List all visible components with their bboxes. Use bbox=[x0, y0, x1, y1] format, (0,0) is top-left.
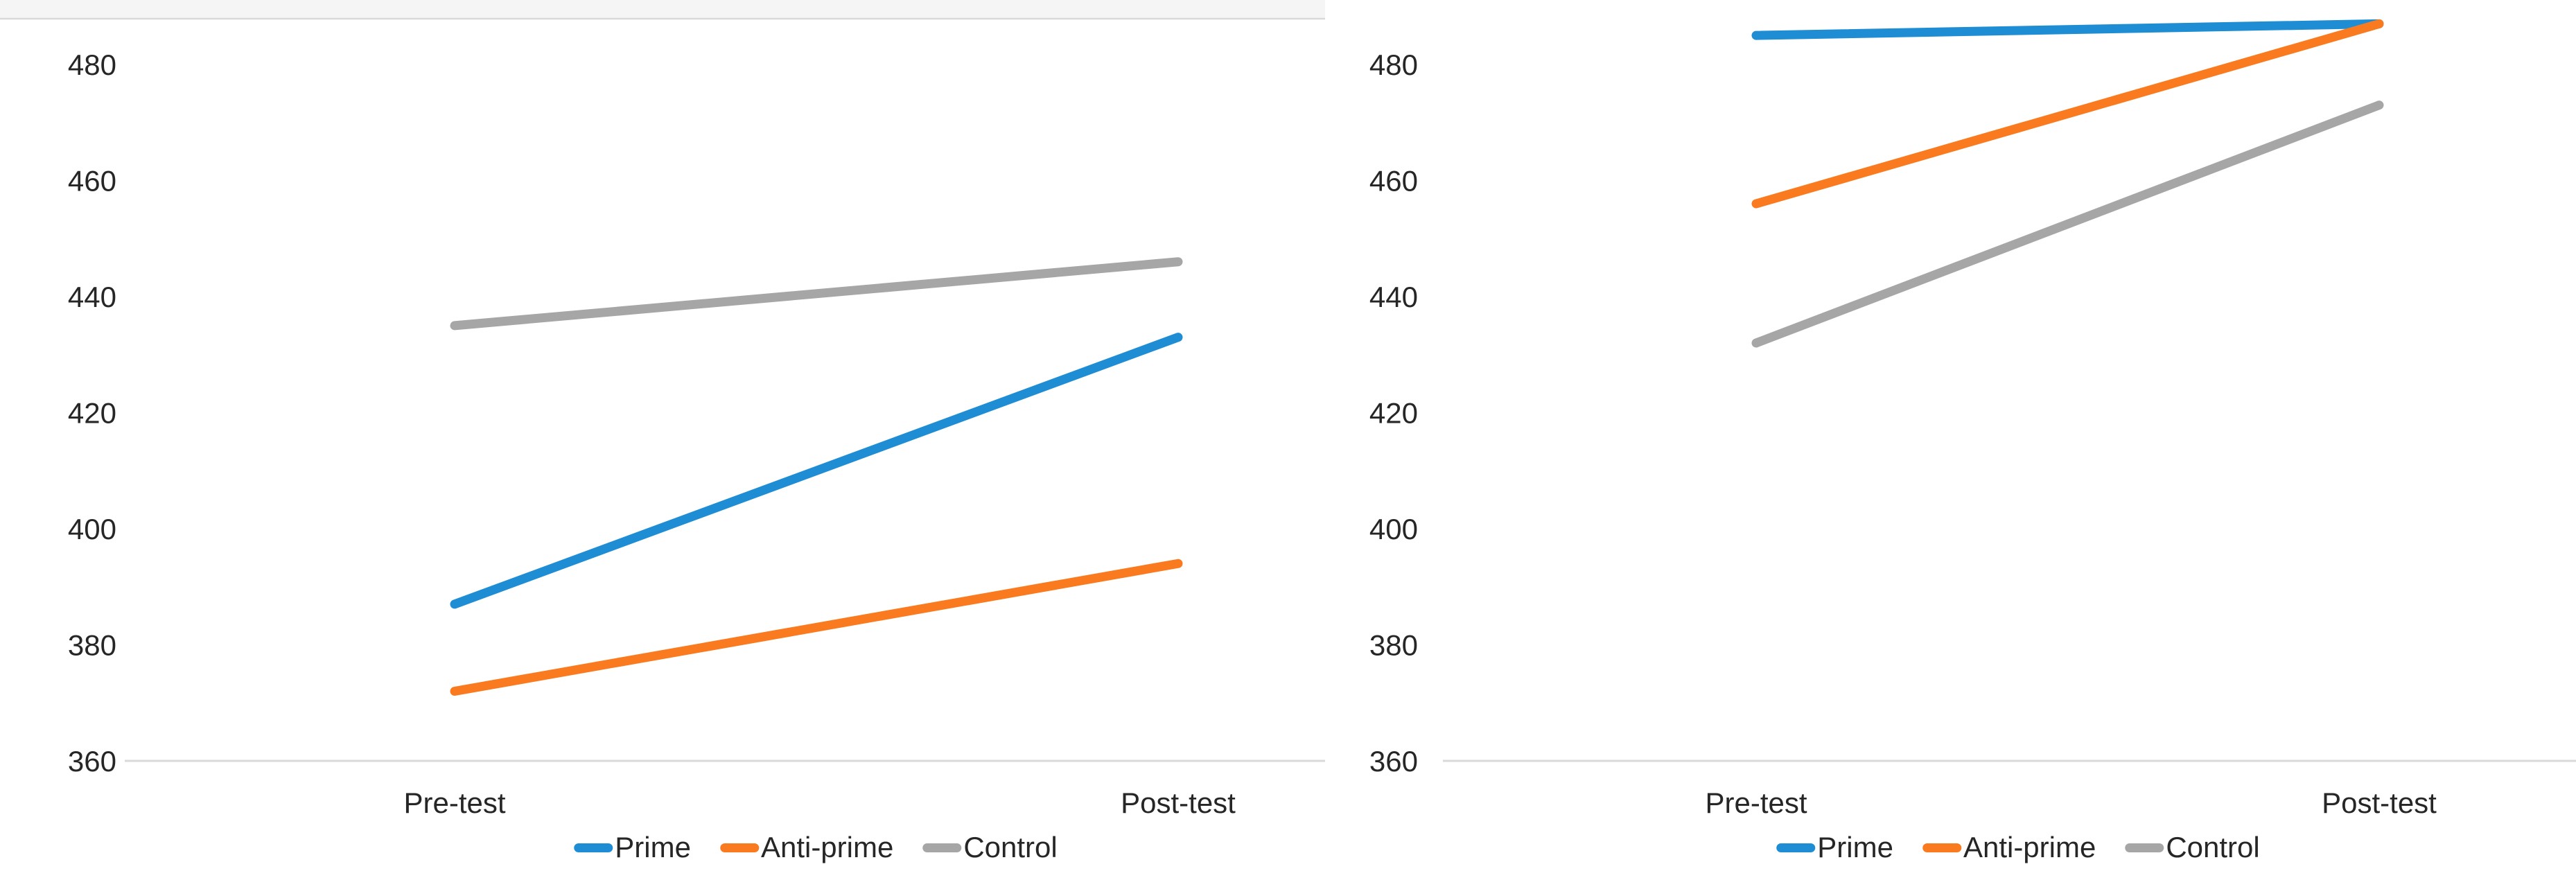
y-tick-label: 420 bbox=[68, 397, 116, 430]
legend-label-control: Control bbox=[2166, 831, 2260, 863]
chart-left: 360 380 400 420 440 460 480 Pre-test Post-test bbox=[0, 0, 1325, 819]
legend-label-control: Control bbox=[963, 831, 1058, 863]
series-line-prime bbox=[1751, 19, 2384, 40]
anti-prime-line-swatch-icon bbox=[719, 843, 759, 852]
y-tick-label: 480 bbox=[1369, 49, 1418, 81]
y-tick-label: 420 bbox=[1369, 397, 1418, 430]
legend-item-control: Control bbox=[922, 831, 1058, 863]
legend-item-anti-prime: Anti-prime bbox=[719, 831, 894, 863]
legend-label-prime: Prime bbox=[1817, 831, 1893, 863]
legend-label-anti-prime: Anti-prime bbox=[760, 831, 894, 863]
series-line-control bbox=[1751, 100, 2384, 348]
series-line-anti-prime bbox=[1751, 19, 2384, 209]
y-tick-label: 380 bbox=[1369, 629, 1418, 662]
prime-line-swatch-icon bbox=[574, 843, 613, 852]
legend-label-prime: Prime bbox=[615, 831, 691, 863]
y-tick-label: 400 bbox=[68, 513, 116, 545]
series-line-prime bbox=[450, 333, 1183, 609]
y-tick-label: 400 bbox=[1369, 513, 1418, 545]
y-tick-label: 360 bbox=[68, 745, 116, 778]
x-category-label: Pre-test bbox=[1705, 787, 1807, 819]
y-tick-label: 380 bbox=[68, 629, 116, 662]
legend-label-anti-prime: Anti-prime bbox=[1963, 831, 2096, 863]
legend-item-anti-prime: Anti-prime bbox=[1922, 831, 2096, 863]
legend-item-prime: Prime bbox=[1776, 831, 1893, 863]
control-line-swatch-icon bbox=[2125, 843, 2164, 852]
y-tick-label: 440 bbox=[68, 281, 116, 313]
x-category-label: Pre-test bbox=[403, 787, 505, 819]
y-tick-label: 480 bbox=[68, 49, 116, 81]
legend-right-chart: Prime Anti-prime Control bbox=[1776, 831, 2260, 863]
legend-item-prime: Prime bbox=[574, 831, 691, 863]
x-category-label: Post-test bbox=[2322, 787, 2437, 819]
top-band bbox=[0, 0, 1325, 18]
series-line-control bbox=[450, 257, 1183, 331]
series-line-anti-prime bbox=[450, 559, 1183, 696]
control-line-swatch-icon bbox=[922, 843, 962, 852]
y-tick-label: 460 bbox=[68, 165, 116, 197]
legend-left-chart: Prime Anti-prime Control bbox=[574, 831, 1058, 863]
legend-item-control: Control bbox=[2125, 831, 2260, 863]
y-tick-label: 360 bbox=[1369, 745, 1418, 778]
anti-prime-line-swatch-icon bbox=[1922, 843, 1961, 852]
chart-right: 360 380 400 420 440 460 480 Pre-test Post-test bbox=[1369, 19, 2576, 819]
prime-line-swatch-icon bbox=[1776, 843, 1816, 852]
x-category-label: Post-test bbox=[1121, 787, 1236, 819]
y-tick-label: 440 bbox=[1369, 281, 1418, 313]
y-tick-label: 460 bbox=[1369, 165, 1418, 197]
